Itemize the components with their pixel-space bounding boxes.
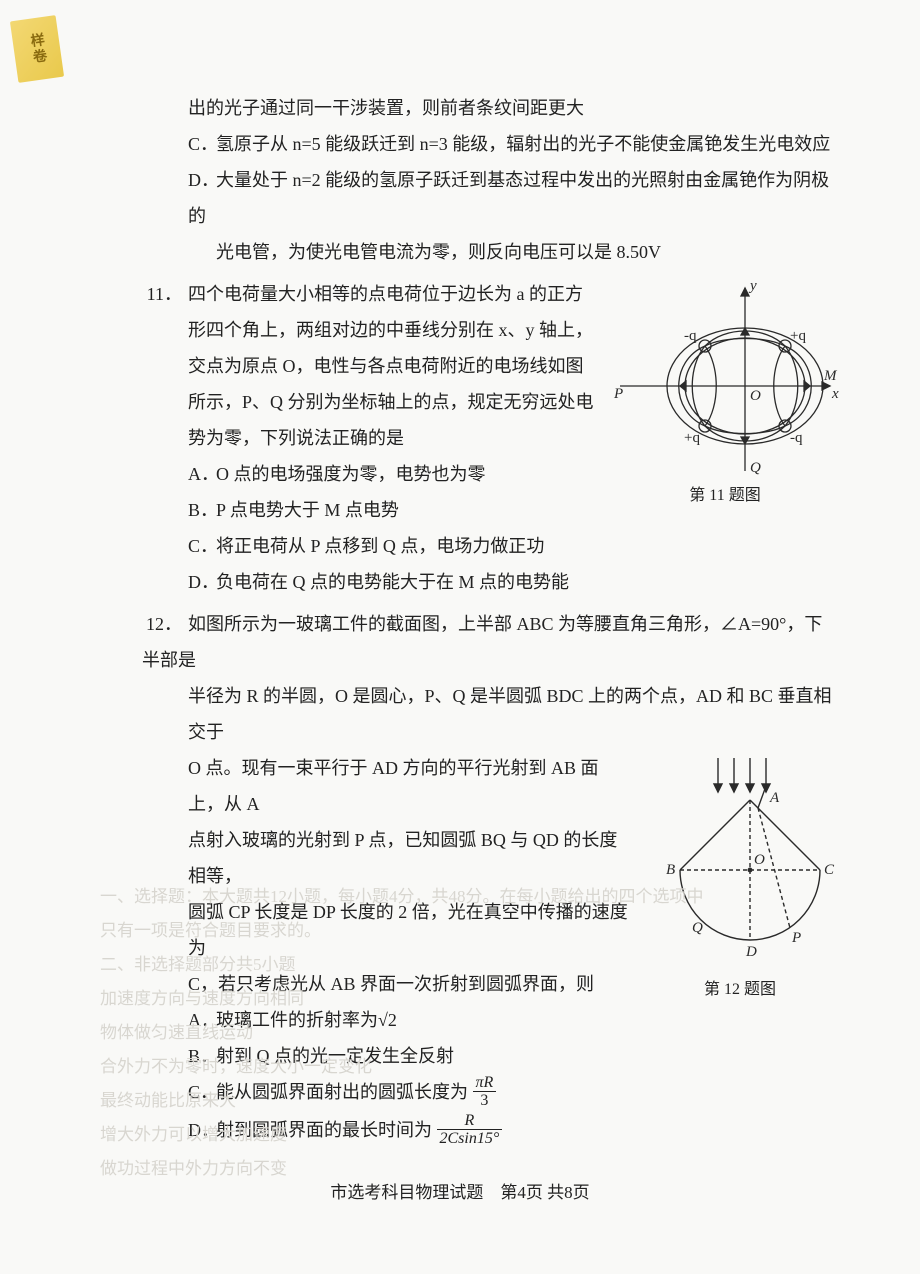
- q12-choice-d: D．射到圆弧界面的最长时间为 R2Csin15°: [188, 1112, 628, 1150]
- q11-line4: 所示，P、Q 分别为坐标轴上的点，规定无穷远处电: [188, 384, 598, 420]
- fig11-label-nq1: -q: [684, 328, 697, 344]
- fig12-label-D: D: [745, 944, 757, 960]
- fig12-label-Q: Q: [692, 920, 703, 936]
- q11-c-text: 将正电荷从 P 点移到 Q 点，电场力做正功: [216, 536, 544, 556]
- q12-figure: A B C O Q D P 第 12 题图: [640, 750, 840, 1006]
- fig12-label-A: A: [769, 790, 780, 806]
- choice-label-d: D．: [188, 564, 216, 600]
- q11-choice-b: B．P 点电势大于 M 点电势: [188, 492, 598, 528]
- choice-label-d: D．: [188, 1112, 216, 1148]
- exam-page: 样卷 出的光子通过同一干涉装置，则前者条纹间距更大 C．氢原子从 n=5 能级跃…: [0, 0, 920, 1274]
- q11-line5: 势为零，下列说法正确的是: [188, 420, 598, 456]
- q11-a-text: O 点的电场强度为零，电势也为零: [216, 464, 486, 484]
- q12-a-text: 玻璃工件的折射率为√2: [216, 1010, 397, 1030]
- q10-choice-c: C．氢原子从 n=5 能级跃迁到 n=3 能级，辐射出的光子不能使金属铯发生光电…: [188, 126, 840, 162]
- q12-c-pre: 能从圆弧界面射出的圆弧长度为: [216, 1082, 468, 1102]
- q12-line5: 圆弧 CP 长度是 DP 长度的 2 倍，光在真空中传播的速度为: [188, 894, 628, 966]
- q12-line1: 如图所示为一玻璃工件的截面图，上半部 ABC 为等腰直角三角形，∠A=90°，下…: [142, 614, 822, 670]
- fig11-label-y: y: [748, 278, 757, 294]
- q12-c-fraction: πR3: [473, 1074, 497, 1110]
- q10-choice-d: D．大量处于 n=2 能级的氢原子跃迁到基态过程中发出的光照射由金属铯作为阴极的: [188, 162, 840, 234]
- q11-line1: 四个电荷量大小相等的点电荷位于边长为 a 的正方: [188, 284, 583, 304]
- choice-label-c: C．: [188, 126, 216, 162]
- q10-choice-d-cont: 光电管，为使光电管电流为零，则反向电压可以是 8.50V: [188, 234, 840, 270]
- q12-choice-b: B．射到 Q 点的光一定发生全反射: [188, 1038, 628, 1074]
- fig11-label-O: O: [750, 388, 761, 404]
- q12-c-den: 3: [473, 1092, 497, 1110]
- q12-choice-a: A．玻璃工件的折射率为√2: [188, 1002, 628, 1038]
- q12-line4: 点射入玻璃的光射到 P 点，已知圆弧 BQ 与 QD 的长度相等，: [188, 822, 628, 894]
- choice-label-c: C．: [188, 1074, 216, 1110]
- choice-label-a: A．: [188, 456, 216, 492]
- q12-stem: 12．如图所示为一玻璃工件的截面图，上半部 ABC 为等腰直角三角形，∠A=90…: [142, 606, 840, 678]
- q10-line-b-tail: 出的光子通过同一干涉装置，则前者条纹间距更大: [188, 90, 840, 126]
- fig12-label-O: O: [754, 852, 765, 868]
- q11-choice-a: A．O 点的电场强度为零，电势也为零: [188, 456, 598, 492]
- corner-sticker: 样卷: [10, 15, 64, 83]
- q12-d-num: R: [437, 1112, 503, 1131]
- fig11-label-P: P: [613, 386, 623, 402]
- question-11: 11． 四个电荷量大小相等的点电荷位于边长为 a 的正方 形四个角上，两组对边的中…: [80, 276, 840, 600]
- choice-label-b: B．: [188, 492, 216, 528]
- fig11-label-pq1: +q: [790, 328, 806, 344]
- fig12-caption: 第 12 题图: [640, 974, 840, 1006]
- q11-choice-d: D．负电荷在 Q 点的电势能大于在 M 点的电势能: [188, 564, 598, 600]
- q11-figure: y x P M O Q -q +q +q -q 第 11 题图: [610, 276, 840, 512]
- q12-line6: C，若只考虑光从 AB 界面一次折射到圆弧界面，则: [188, 966, 628, 1002]
- fig11-label-x: x: [831, 386, 839, 402]
- choice-label-d: D．: [188, 162, 216, 198]
- fig11-label-M: M: [823, 368, 838, 384]
- q11-stem: 11． 四个电荷量大小相等的点电荷位于边长为 a 的正方: [142, 276, 598, 312]
- q12-line3: O 点。现有一束平行于 AD 方向的平行光射到 AB 面上，从 A: [188, 750, 628, 822]
- q10-c-text: 氢原子从 n=5 能级跃迁到 n=3 能级，辐射出的光子不能使金属铯发生光电效应: [216, 134, 830, 154]
- q12-b-text: 射到 Q 点的光一定发生全反射: [216, 1046, 454, 1066]
- choice-label-a: A．: [188, 1002, 216, 1038]
- choice-label-c: C．: [188, 528, 216, 564]
- fig12-label-C: C: [824, 862, 835, 878]
- question-12: 12．如图所示为一玻璃工件的截面图，上半部 ABC 为等腰直角三角形，∠A=90…: [80, 606, 840, 1150]
- q11-d-text: 负电荷在 Q 点的电势能大于在 M 点的电势能: [216, 572, 569, 592]
- choice-label-b: B．: [188, 1038, 216, 1074]
- q11-svg: y x P M O Q -q +q +q -q: [610, 276, 840, 476]
- q12-line2: 半径为 R 的半圆，O 是圆心，P、Q 是半圆弧 BDC 上的两个点，AD 和 …: [188, 678, 840, 750]
- q11-b-text: P 点电势大于 M 点电势: [216, 500, 399, 520]
- q12-choice-c: C．能从圆弧界面射出的圆弧长度为 πR3: [188, 1074, 628, 1112]
- q12-c-num: πR: [473, 1074, 497, 1093]
- q10-continuation: 出的光子通过同一干涉装置，则前者条纹间距更大 C．氢原子从 n=5 能级跃迁到 …: [188, 90, 840, 270]
- fig11-label-Q: Q: [750, 460, 761, 476]
- fig12-label-P: P: [791, 930, 801, 946]
- q10-d-text1: 大量处于 n=2 能级的氢原子跃迁到基态过程中发出的光照射由金属铯作为阴极的: [188, 170, 829, 226]
- q11-line3: 交点为原点 O，电性与各点电荷附近的电场线如图: [188, 348, 598, 384]
- q12-d-fraction: R2Csin15°: [437, 1112, 503, 1148]
- fig11-label-nq2: -q: [790, 430, 803, 446]
- page-footer: 市选考科目物理试题 第4页 共8页: [0, 1176, 920, 1210]
- q12-d-den: 2Csin15°: [437, 1130, 503, 1148]
- q12-d-pre: 射到圆弧界面的最长时间为: [216, 1120, 432, 1140]
- fig12-label-B: B: [666, 862, 675, 878]
- q12-svg: A B C O Q D P: [640, 750, 840, 970]
- q10-d-text2: 光电管，为使光电管电流为零，则反向电压可以是 8.50V: [216, 242, 661, 262]
- q11-line2: 形四个角上，两组对边的中垂线分别在 x、y 轴上，: [188, 312, 598, 348]
- fig11-label-pq2: +q: [684, 430, 700, 446]
- fig11-caption: 第 11 题图: [610, 480, 840, 512]
- q11-choice-c: C．将正电荷从 P 点移到 Q 点，电场力做正功: [188, 528, 598, 564]
- q12-number: 12．: [142, 606, 182, 642]
- q11-number: 11．: [142, 276, 182, 312]
